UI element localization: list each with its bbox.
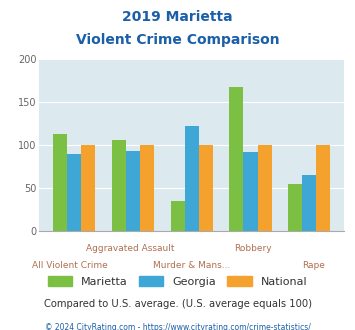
Bar (112, 140, 126, 231)
Bar (67, 154, 81, 231)
Bar (81, 145, 95, 231)
Text: All Violent Crime: All Violent Crime (32, 261, 108, 270)
Text: Rape: Rape (302, 261, 325, 270)
Bar (140, 145, 154, 231)
Text: © 2024 CityRating.com - https://www.cityrating.com/crime-statistics/: © 2024 CityRating.com - https://www.city… (45, 323, 310, 330)
Text: Aggravated Assault: Aggravated Assault (86, 244, 175, 253)
Bar (170, 201, 185, 231)
Bar (229, 87, 244, 231)
Bar (185, 126, 199, 231)
Bar (288, 184, 302, 231)
Text: Compared to U.S. average. (U.S. average equals 100): Compared to U.S. average. (U.S. average … (44, 299, 311, 309)
Bar (126, 151, 140, 231)
Text: Robbery: Robbery (234, 244, 272, 253)
Text: Violent Crime Comparison: Violent Crime Comparison (76, 33, 279, 47)
Bar (302, 175, 316, 231)
Bar (53, 134, 67, 231)
Legend: Marietta, Georgia, National: Marietta, Georgia, National (43, 271, 312, 291)
Bar (316, 145, 331, 231)
Bar (244, 152, 258, 231)
Bar (258, 145, 272, 231)
Text: Murder & Mans...: Murder & Mans... (153, 261, 230, 270)
Text: 2019 Marietta: 2019 Marietta (122, 10, 233, 24)
Bar (199, 145, 213, 231)
